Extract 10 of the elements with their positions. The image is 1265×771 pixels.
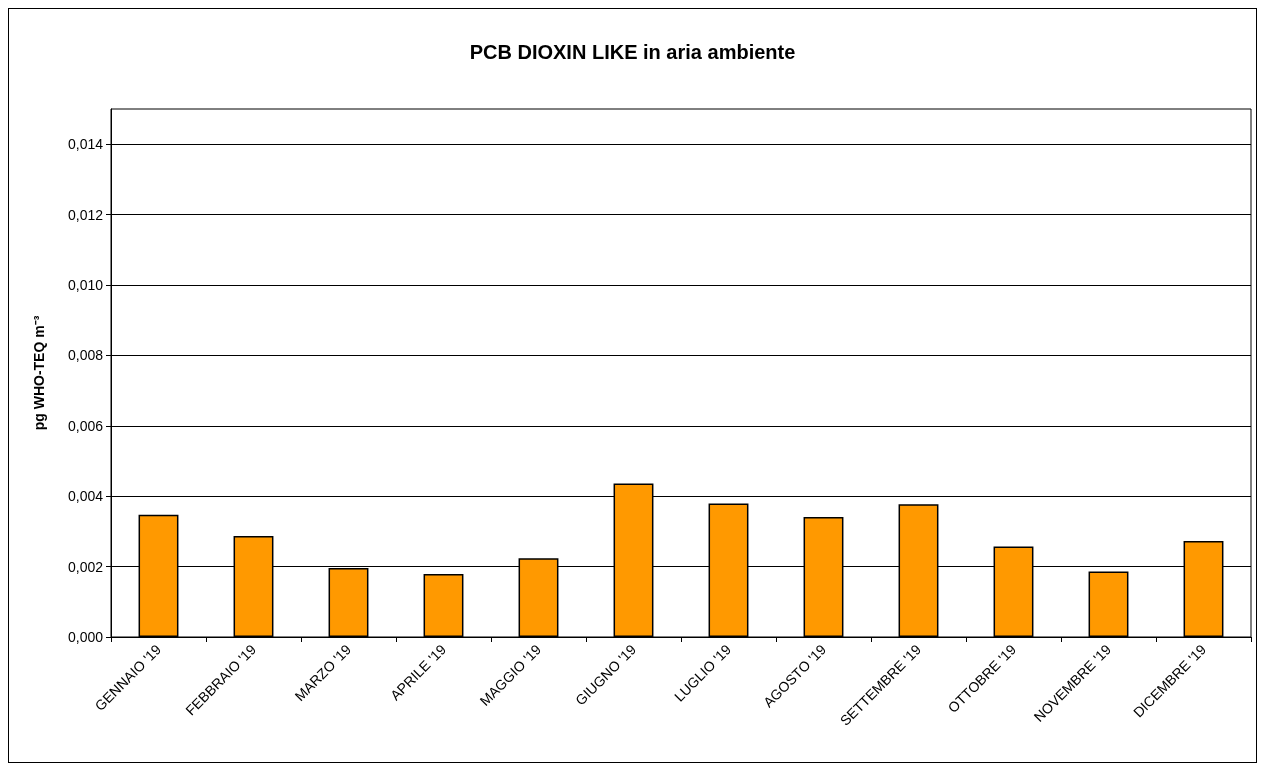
y-tick-label: 0,010 [67, 277, 104, 293]
y-tick-label: 0,008 [67, 347, 104, 364]
y-tick-label: 0,002 [67, 558, 104, 575]
y-tick-label: 0,004 [67, 488, 104, 505]
y-axis-title: pg WHO-TEQ m⁻³ [31, 315, 47, 431]
y-tick-label: 0,014 [67, 136, 104, 153]
y-tick-label: 0,012 [67, 206, 104, 223]
y-tick-label: 0,006 [67, 417, 104, 434]
y-tick-label: 0,000 [67, 629, 104, 645]
chart-title: PCB DIOXIN LIKE in aria ambiente [469, 41, 796, 63]
